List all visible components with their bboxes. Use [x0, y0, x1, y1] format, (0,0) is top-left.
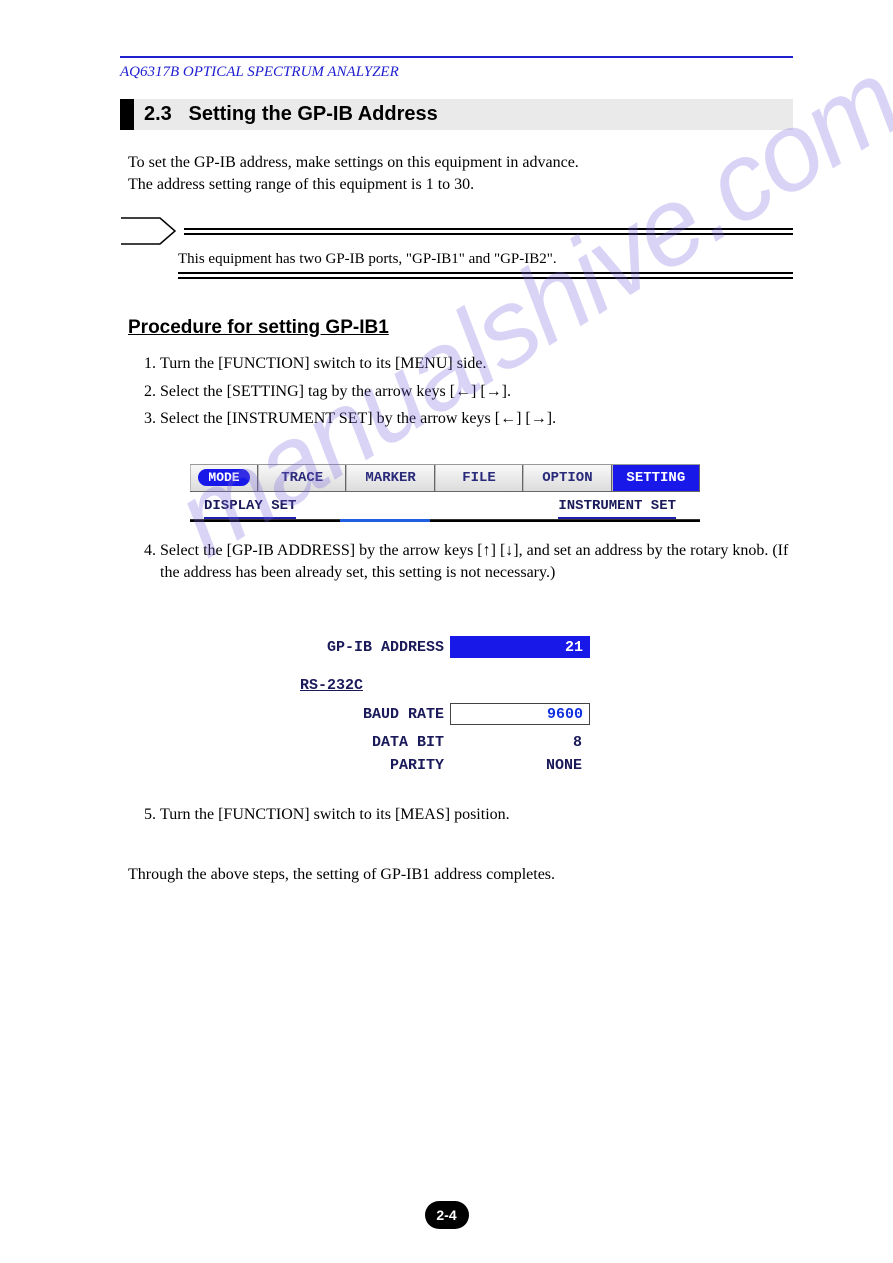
baud-label: BAUD RATE	[300, 706, 450, 723]
tab-setting[interactable]: SETTING	[612, 465, 700, 491]
step-5: Turn the [FUNCTION] switch to its [MEAS]…	[160, 804, 793, 826]
closing-text: Through the above steps, the setting of …	[128, 864, 785, 886]
tab-marker[interactable]: MARKER	[346, 465, 434, 491]
page-number: 2-4	[425, 1201, 469, 1229]
parity-label: PARITY	[300, 757, 450, 774]
page-number-wrap: 2-4	[0, 1201, 893, 1229]
section-title-bar: 2.3 Setting the GP-IB Address	[134, 99, 793, 130]
note-text: This equipment has two GP-IB ports, "GP-…	[178, 251, 793, 268]
section-title: Setting the GP-IB Address	[188, 103, 437, 125]
section-heading: 2.3 Setting the GP-IB Address	[120, 99, 793, 130]
steps-list-2: Select the [GP-IB ADDRESS] by the arrow …	[160, 540, 793, 583]
note-rule-top	[184, 228, 793, 235]
tab-row: MODE TRACE MARKER FILE OPTION SETTING	[190, 464, 700, 492]
header-title: AQ6317B OPTICAL SPECTRUM ANALYZER	[120, 64, 793, 81]
tab-trace[interactable]: TRACE	[258, 465, 346, 491]
steps-list: Turn the [FUNCTION] switch to its [MENU]…	[160, 353, 793, 430]
step-3: Select the [INSTRUMENT SET] by the arrow…	[160, 408, 793, 430]
steps-list-3: Turn the [FUNCTION] switch to its [MEAS]…	[160, 804, 793, 826]
baud-rate-field[interactable]: 9600	[450, 703, 590, 725]
param-block: GP-IB ADDRESS 21 RS-232C BAUD RATE 9600 …	[300, 633, 620, 774]
procedure-subhead: Procedure for setting GP-IB1	[128, 317, 793, 339]
step-2: Select the [SETTING] tag by the arrow ke…	[160, 381, 793, 403]
sub-row: DISPLAY SET INSTRUMENT SET	[190, 492, 700, 520]
intro-text: To set the GP-IB address, make settings …	[128, 152, 793, 195]
tab-mode-label: MODE	[198, 469, 249, 486]
baud-row: BAUD RATE 9600	[300, 700, 620, 728]
subrow-rule	[190, 520, 700, 522]
subitem-display-set[interactable]: DISPLAY SET	[204, 498, 296, 519]
note-rule-bottom	[178, 272, 793, 279]
section-tab	[120, 99, 134, 130]
databit-label: DATA BIT	[300, 734, 450, 751]
databit-value: 8	[450, 734, 590, 751]
step-4: Select the [GP-IB ADDRESS] by the arrow …	[160, 540, 793, 583]
subrow-blue-indicator	[340, 519, 430, 522]
section-number: 2.3	[144, 103, 172, 125]
note-row	[120, 217, 793, 245]
parity-value: NONE	[450, 757, 590, 774]
gpib-address-field[interactable]: 21	[450, 636, 590, 658]
tab-mode[interactable]: MODE	[190, 465, 258, 491]
gpib-row: GP-IB ADDRESS 21	[300, 633, 620, 661]
tab-option[interactable]: OPTION	[523, 465, 611, 491]
page: AQ6317B OPTICAL SPECTRUM ANALYZER 2.3 Se…	[0, 0, 893, 925]
databit-row: DATA BIT 8	[300, 728, 620, 756]
header-rule	[120, 56, 793, 58]
tab-file[interactable]: FILE	[435, 465, 523, 491]
note-arrow-icon	[120, 217, 178, 245]
subitem-instrument-set[interactable]: INSTRUMENT SET	[558, 498, 676, 519]
tabstrip-screenshot: MODE TRACE MARKER FILE OPTION SETTING DI…	[190, 464, 700, 522]
parity-row: PARITY NONE	[300, 756, 620, 774]
step-1: Turn the [FUNCTION] switch to its [MENU]…	[160, 353, 793, 375]
rs232c-title: RS-232C	[300, 677, 620, 694]
gpib-label: GP-IB ADDRESS	[300, 639, 450, 656]
